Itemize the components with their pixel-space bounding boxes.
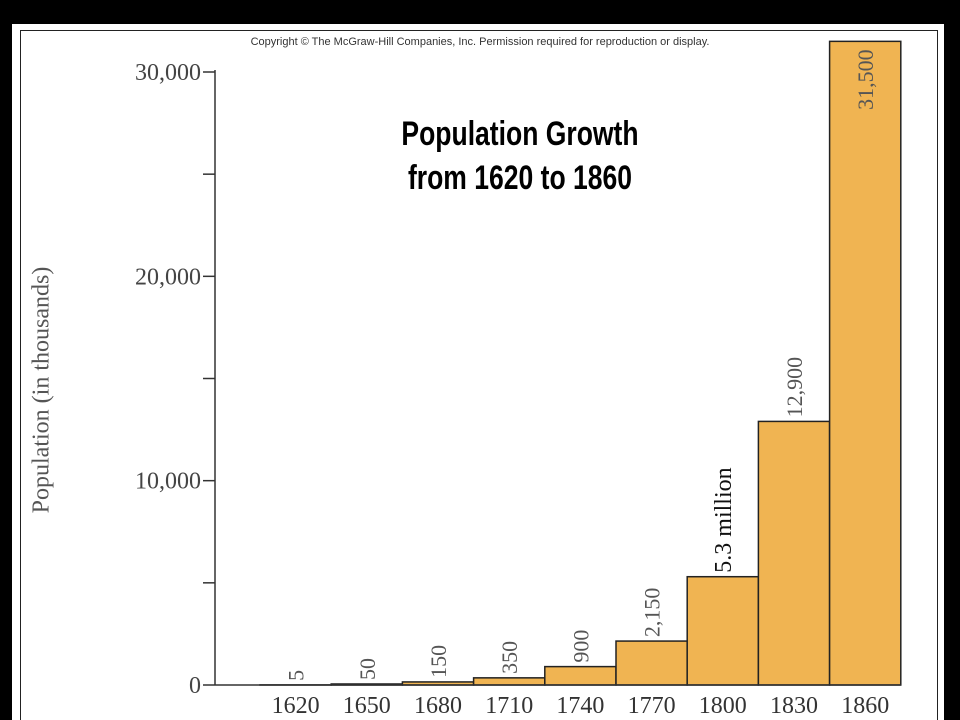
x-tick-label-1650: 1650	[343, 693, 391, 719]
bar-1740	[544, 665, 617, 686]
data-label-1770: 2,150	[640, 588, 665, 638]
chart-title: Population Growth from 1620 to 1860	[348, 112, 691, 200]
y-tick-label: 10,000	[135, 469, 201, 495]
x-tick-label-1770: 1770	[628, 693, 676, 719]
x-tick-label-1680: 1680	[414, 693, 462, 719]
bar-1710	[472, 677, 546, 686]
x-tick-label-1620: 1620	[272, 693, 320, 719]
data-label-1800: 5.3 million	[711, 467, 737, 572]
data-label-1650: 50	[355, 658, 380, 680]
x-tick-label-1740: 1740	[556, 693, 604, 719]
x-tick-label-1800: 1800	[699, 693, 747, 719]
chart-title-line-1: Population Growth	[401, 115, 639, 153]
bar-1830	[757, 420, 831, 686]
data-label-1710: 350	[497, 641, 522, 674]
x-tick-label-1860: 1860	[841, 693, 889, 719]
y-tick-label: 20,000	[135, 264, 201, 290]
data-label-1830: 12,900	[782, 357, 807, 418]
chart-title-line-2: from 1620 to 1860	[407, 159, 633, 197]
x-tick-label-1710: 1710	[485, 693, 533, 719]
data-label-1860: 31,500	[853, 49, 878, 110]
y-tick-label: 0	[189, 673, 201, 699]
data-label-1620: 5	[284, 670, 309, 681]
bar-1770	[615, 640, 688, 686]
x-tick-label-1830: 1830	[770, 693, 818, 719]
data-label-1740: 900	[568, 630, 593, 663]
y-tick-label: 30,000	[135, 60, 201, 86]
bar-1860	[828, 40, 902, 686]
data-label-1680: 150	[426, 645, 451, 678]
copyright-notice: Copyright © The McGraw-Hill Companies, I…	[250, 36, 710, 48]
bar-1800	[686, 575, 760, 686]
